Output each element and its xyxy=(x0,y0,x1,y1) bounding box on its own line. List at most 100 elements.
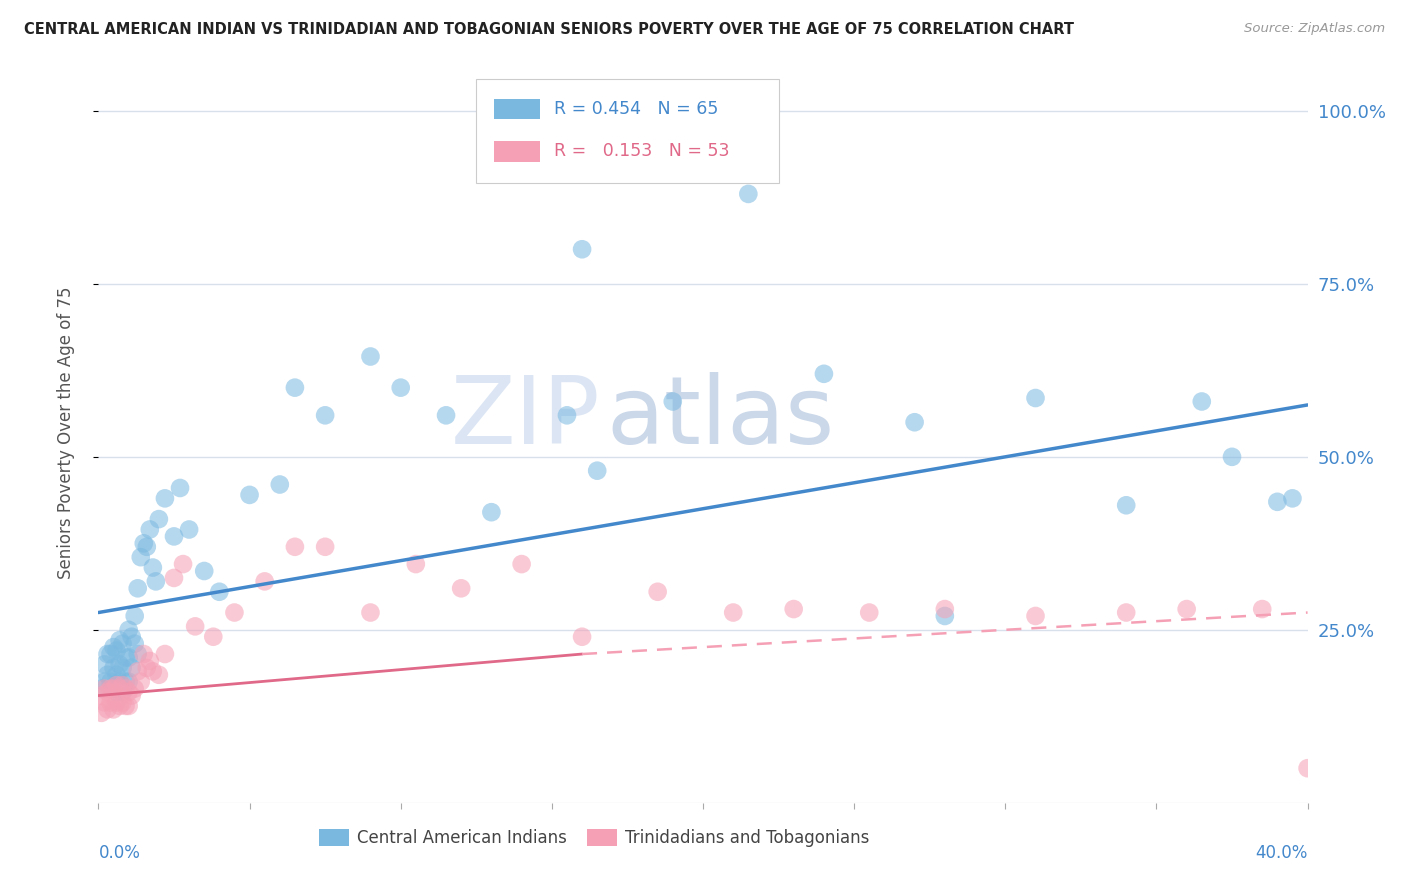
Point xyxy=(1191,394,1213,409)
Point xyxy=(111,696,134,710)
Text: R = 0.454   N = 65: R = 0.454 N = 65 xyxy=(554,100,718,118)
FancyBboxPatch shape xyxy=(475,78,779,183)
Point xyxy=(127,665,149,679)
Point xyxy=(510,557,533,571)
Point xyxy=(723,606,745,620)
Point xyxy=(127,582,149,596)
Point xyxy=(105,696,128,710)
Point xyxy=(105,643,128,657)
Point xyxy=(103,640,125,654)
Point xyxy=(1281,491,1303,506)
FancyBboxPatch shape xyxy=(494,99,540,120)
Y-axis label: Seniors Poverty Over the Age of 75: Seniors Poverty Over the Age of 75 xyxy=(56,286,75,579)
Point xyxy=(114,698,136,713)
Point xyxy=(111,685,134,699)
Point xyxy=(360,350,382,364)
Text: ZIP: ZIP xyxy=(450,372,600,464)
Point xyxy=(360,606,382,620)
Point xyxy=(90,689,112,703)
Point xyxy=(389,381,412,395)
Point xyxy=(114,650,136,665)
Point xyxy=(93,674,115,689)
Point xyxy=(142,560,165,574)
Point xyxy=(202,630,225,644)
Point xyxy=(129,674,152,689)
Point xyxy=(934,609,956,624)
Point xyxy=(111,678,134,692)
Point xyxy=(224,606,246,620)
Point xyxy=(124,609,146,624)
Point xyxy=(239,488,262,502)
Point xyxy=(284,540,307,554)
Point xyxy=(114,674,136,689)
Point xyxy=(108,698,131,713)
Point xyxy=(103,681,125,696)
Point xyxy=(93,696,115,710)
Point xyxy=(103,681,125,696)
Point xyxy=(118,623,141,637)
Point xyxy=(124,681,146,696)
Point xyxy=(105,685,128,699)
Point xyxy=(145,574,167,589)
Point xyxy=(253,574,276,589)
Point xyxy=(96,647,118,661)
Legend: Central American Indians, Trinidadians and Tobagonians: Central American Indians, Trinidadians a… xyxy=(312,822,876,854)
Point xyxy=(284,381,307,395)
Point xyxy=(208,584,231,599)
Point xyxy=(179,523,201,537)
Point xyxy=(1251,602,1274,616)
Point xyxy=(105,667,128,681)
Point xyxy=(132,536,155,550)
Point xyxy=(153,491,176,506)
Point xyxy=(139,654,162,668)
Point xyxy=(108,657,131,672)
Point xyxy=(96,702,118,716)
Point xyxy=(135,661,157,675)
Point xyxy=(121,630,143,644)
Point xyxy=(129,550,152,565)
Point xyxy=(904,415,927,429)
Point xyxy=(132,647,155,661)
Text: atlas: atlas xyxy=(606,372,835,464)
Point xyxy=(193,564,215,578)
Text: 0.0%: 0.0% xyxy=(98,844,141,862)
Point xyxy=(184,619,207,633)
Point xyxy=(103,702,125,716)
Point xyxy=(169,481,191,495)
Point xyxy=(100,696,122,710)
Point xyxy=(103,661,125,675)
Point xyxy=(314,409,336,423)
Point xyxy=(1220,450,1243,464)
Point xyxy=(108,633,131,648)
Point xyxy=(100,647,122,661)
Point xyxy=(105,678,128,692)
Point xyxy=(481,505,503,519)
Point xyxy=(108,674,131,689)
Point xyxy=(118,685,141,699)
Point xyxy=(450,582,472,596)
Point xyxy=(269,477,291,491)
Point xyxy=(172,557,194,571)
Point xyxy=(586,464,609,478)
Point xyxy=(121,689,143,703)
Point xyxy=(1115,498,1137,512)
Point xyxy=(100,674,122,689)
Point xyxy=(163,529,186,543)
Point xyxy=(93,657,115,672)
Point xyxy=(571,242,593,256)
Point xyxy=(118,698,141,713)
Point xyxy=(96,667,118,681)
Point xyxy=(111,661,134,675)
Point xyxy=(135,540,157,554)
Point xyxy=(121,661,143,675)
Point xyxy=(1024,391,1046,405)
Point xyxy=(813,367,835,381)
Point xyxy=(1175,602,1198,616)
Point xyxy=(858,606,880,620)
Point xyxy=(555,409,578,423)
Point xyxy=(148,667,170,681)
Point xyxy=(1267,495,1289,509)
Point xyxy=(108,681,131,696)
Point xyxy=(111,637,134,651)
Point xyxy=(93,681,115,696)
